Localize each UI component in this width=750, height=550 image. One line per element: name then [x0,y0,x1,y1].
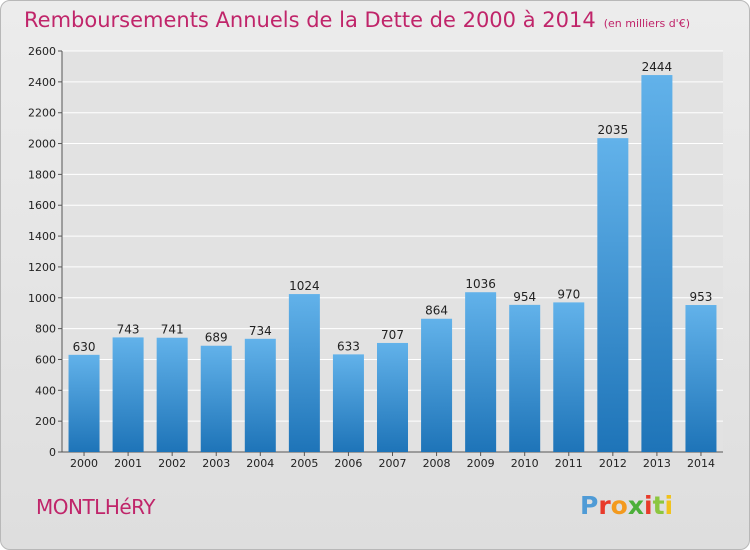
x-tick-label: 2009 [467,457,495,470]
logo-letter: i [664,491,674,520]
x-tick-label: 2004 [246,457,274,470]
bar-value-label: 633 [337,339,360,353]
x-tick-label: 2011 [555,457,583,470]
bar [597,138,629,452]
bar-value-label: 741 [161,323,184,337]
y-tick-label: 1000 [28,292,56,305]
y-tick-label: 200 [35,415,56,428]
bar-value-label: 630 [73,340,96,354]
bar [68,354,100,452]
y-tick-label: 1400 [28,230,56,243]
bar-value-label: 734 [249,324,272,338]
y-tick-label: 2200 [28,107,56,120]
bar-value-label: 954 [513,290,536,304]
y-tick-label: 2400 [28,76,56,89]
y-tick-label: 400 [35,384,56,397]
x-tick-label: 2007 [379,457,407,470]
bar-value-label: 953 [690,290,713,304]
bar [421,318,453,452]
x-tick-label: 2005 [290,457,318,470]
y-tick-label: 2000 [28,138,56,151]
x-tick-label: 2010 [511,457,539,470]
proxiti-logo: Proxiti [580,491,673,520]
bar-value-label: 1036 [465,277,496,291]
y-tick-label: 1200 [28,261,56,274]
bar [509,304,541,452]
logo-letter: o [610,491,628,520]
x-tick-label: 2000 [70,457,98,470]
bar [332,354,364,452]
x-tick-label: 2006 [334,457,362,470]
title-text: Remboursements Annuels de la Dette de 20… [24,8,596,32]
bar [685,305,717,452]
logo-letter: i [644,491,653,520]
y-tick-label: 1600 [28,199,56,212]
commune-name: MONTLHéRY [36,495,156,519]
y-tick-label: 1800 [28,168,56,181]
y-tick-label: 800 [35,323,56,336]
chart-subtitle: (en milliers d'€) [603,17,690,30]
bar-value-label: 743 [117,322,140,336]
y-tick-label: 2600 [28,45,56,58]
bar-value-label: 2444 [642,60,673,74]
y-tick-label: 600 [35,353,56,366]
x-tick-label: 2013 [643,457,671,470]
logo-letter: r [598,491,611,520]
bar-value-label: 689 [205,331,228,345]
bar [156,337,188,452]
x-tick-label: 2008 [423,457,451,470]
bar [377,342,408,452]
logo-letter: x [627,491,644,520]
bar-value-label: 970 [557,287,580,301]
bar [112,337,144,452]
y-tick-label: 0 [49,446,56,459]
bar-value-label: 2035 [598,123,629,137]
bar [200,345,232,452]
bar [465,292,497,452]
bar [641,75,673,452]
bar-value-label: 1024 [289,279,320,293]
bar-value-label: 864 [425,304,448,318]
bar [244,338,276,452]
x-tick-label: 2002 [158,457,186,470]
bar-value-label: 707 [381,328,404,342]
x-tick-label: 2003 [202,457,230,470]
bar [553,302,585,452]
bar [288,294,320,452]
x-tick-label: 2012 [599,457,627,470]
x-tick-label: 2001 [114,457,142,470]
logo-letter: P [580,491,599,520]
x-tick-label: 2014 [687,457,715,470]
bar-chart: 0 200 400 600 800 1000 1200 1400 1600 1800 2000 220… [28,45,723,470]
chart-title: Remboursements Annuels de la Dette de 20… [24,8,690,32]
logo-letter: t [652,491,665,520]
